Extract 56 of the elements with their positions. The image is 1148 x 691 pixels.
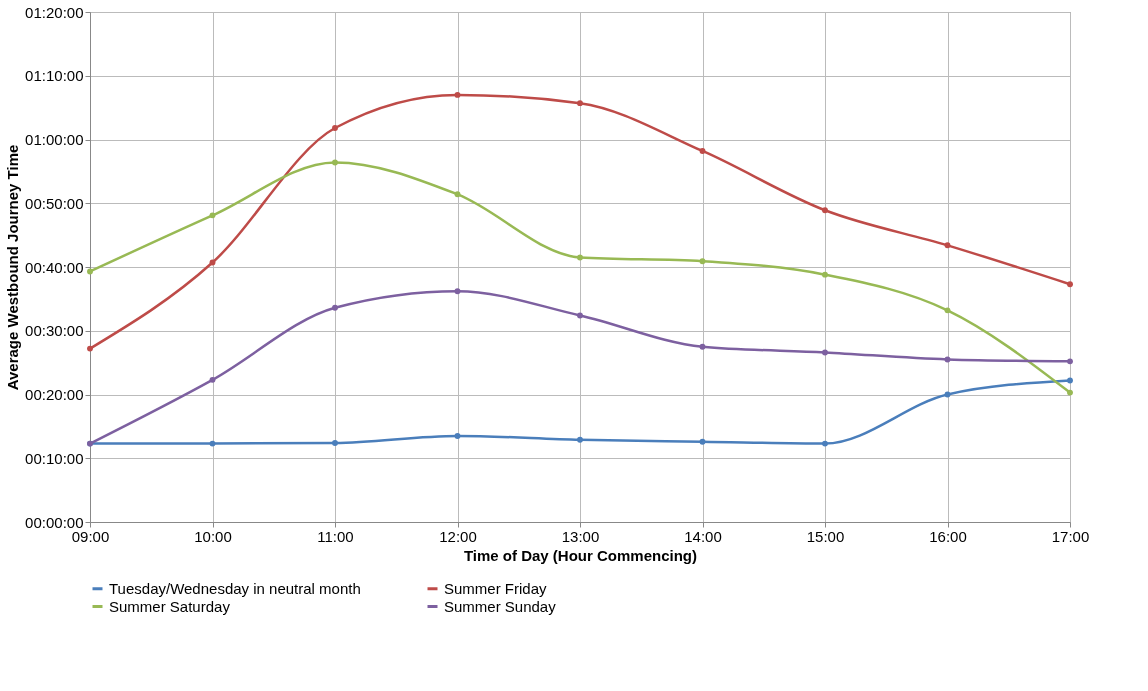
y-tick-label: 01:00:00: [25, 131, 84, 148]
point: [577, 254, 583, 261]
point: [1067, 377, 1073, 384]
y-tick-label: 00:20:00: [25, 386, 84, 403]
point: [1067, 389, 1073, 396]
point: [699, 438, 706, 445]
y-axis-title: Average Westbound Journey Time: [4, 144, 22, 391]
x-tick-label: 11:00: [317, 527, 354, 545]
point: [822, 349, 828, 356]
legend-label: Summer Friday: [444, 579, 548, 597]
point: [454, 288, 461, 295]
point: [944, 356, 951, 363]
point: [822, 271, 828, 278]
point: [209, 440, 216, 447]
x-tick-label: 15:00: [806, 527, 845, 545]
point: [332, 159, 338, 166]
y-tick-label: 00:50:00: [25, 194, 84, 212]
point: [87, 345, 93, 352]
point: [577, 312, 583, 319]
point: [577, 436, 583, 443]
point: [822, 207, 828, 214]
y-tick-label: 00:40:00: [25, 258, 84, 276]
x-tick-label: 10:00: [194, 527, 232, 545]
y-tick-label: 00:30:00: [25, 322, 84, 340]
x-tick-label: 13:00: [561, 527, 600, 545]
x-tick-label: 12:00: [439, 527, 477, 545]
point: [699, 258, 706, 265]
point: [454, 191, 461, 198]
point: [454, 432, 461, 439]
point: [332, 125, 338, 131]
x-tick-label: 17:00: [1051, 527, 1090, 545]
point: [332, 304, 338, 311]
point: [944, 242, 951, 249]
x-tick-label: 16:00: [929, 527, 967, 545]
y-tick-label: 01:10:00: [25, 67, 84, 85]
point: [332, 440, 338, 446]
point: [87, 268, 93, 275]
point: [454, 91, 461, 98]
y-tick-label: 00:10:00: [25, 449, 84, 467]
point: [577, 100, 583, 107]
point: [209, 212, 216, 219]
point: [699, 343, 706, 350]
point: [944, 391, 951, 398]
y-tick-label: 01:20:00: [25, 3, 84, 21]
legend-label: Summer Sunday: [444, 597, 557, 615]
point: [1067, 358, 1073, 365]
legend-label: Summer Saturday: [109, 597, 231, 615]
point: [699, 148, 706, 154]
point: [1067, 281, 1073, 288]
legend-label: Tuesday/Wednesday in neutral month: [109, 579, 361, 597]
point: [209, 259, 216, 266]
point: [822, 440, 828, 447]
point: [209, 376, 216, 383]
x-axis-title: Time of Day (Hour Commencing): [463, 546, 698, 564]
x-tick-label: 14:00: [684, 527, 722, 545]
point: [944, 307, 951, 314]
